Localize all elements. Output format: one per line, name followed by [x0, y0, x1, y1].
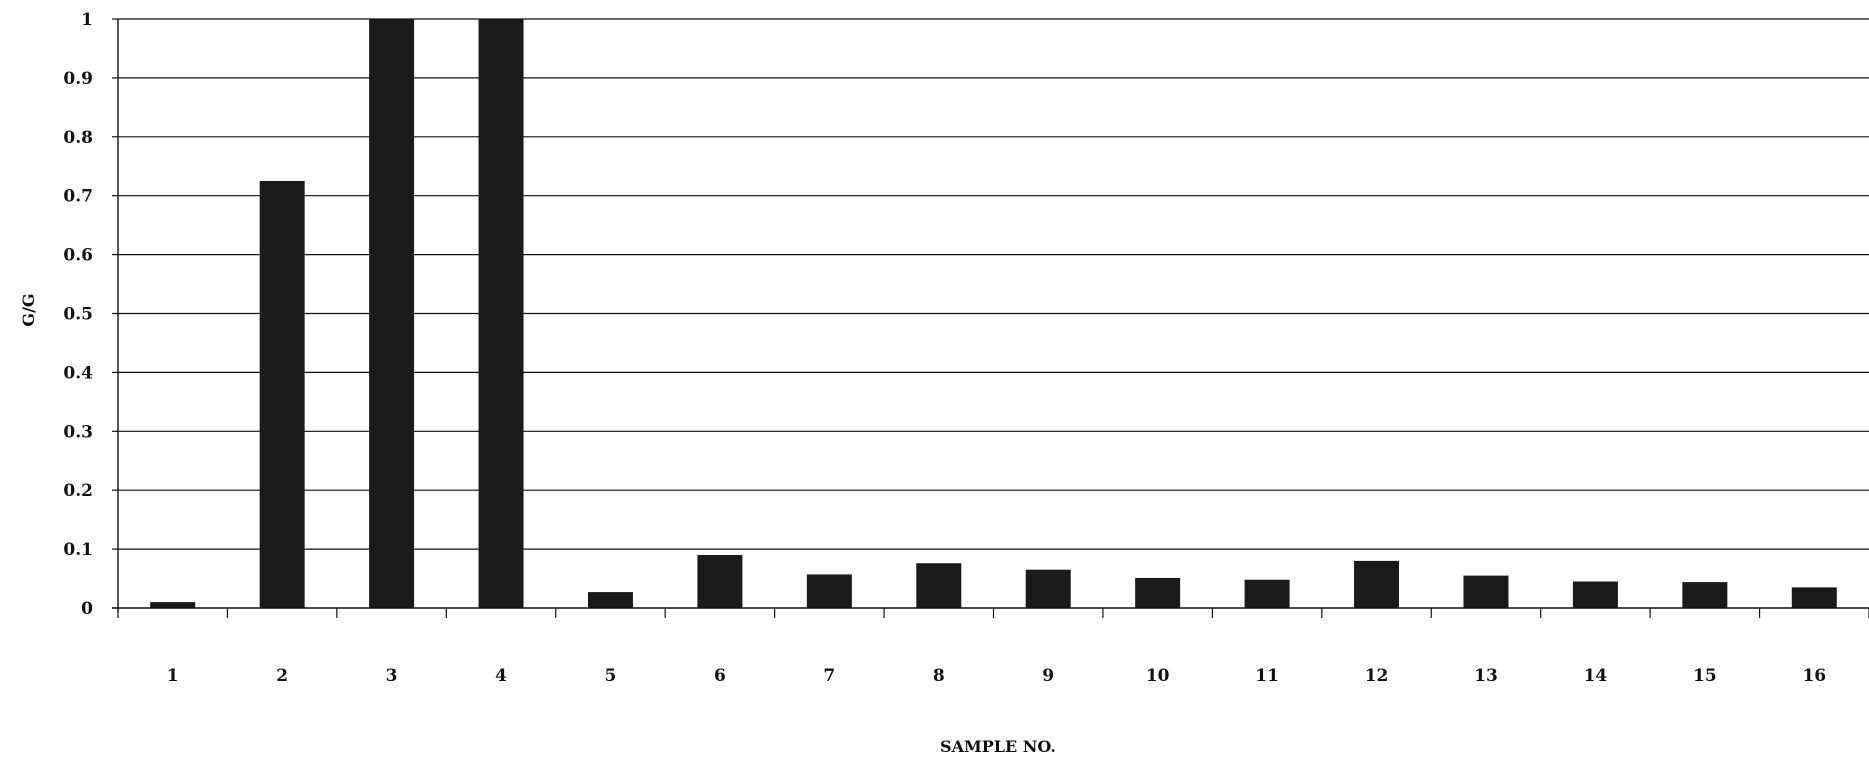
bar-sample-14: [1572, 581, 1618, 608]
bar-sample-3: [369, 19, 415, 608]
y-tick-label: 0.1: [63, 540, 93, 560]
bar-sample-16: [1791, 587, 1837, 608]
y-tick-label: 0.3: [63, 422, 93, 442]
x-tick-label: 13: [1474, 666, 1498, 686]
y-tick-label: 0.2: [63, 481, 93, 501]
x-tick-label: 8: [933, 666, 945, 686]
bar-sample-13: [1463, 575, 1509, 608]
x-tick-label: 7: [823, 666, 835, 686]
x-tick-label: 15: [1693, 666, 1717, 686]
y-tick-label: 0.5: [63, 305, 93, 325]
x-tick-label: 2: [276, 666, 288, 686]
x-tick-label: 9: [1042, 666, 1054, 686]
bar-sample-7: [806, 574, 852, 608]
x-tick-label: 6: [714, 666, 726, 686]
bar-sample-1: [150, 602, 196, 608]
y-tick-label: 0.8: [63, 128, 93, 148]
x-tick-label: 12: [1365, 666, 1389, 686]
bar-sample-4: [478, 19, 524, 608]
y-tick-label: 0: [81, 599, 93, 619]
bar-sample-11: [1244, 579, 1290, 608]
x-tick-label: 1: [167, 666, 179, 686]
bar-sample-9: [1025, 569, 1071, 608]
bar-sample-6: [697, 554, 743, 608]
bar-sample-5: [587, 592, 633, 608]
bar-sample-12: [1354, 560, 1400, 608]
x-tick-label: 5: [605, 666, 617, 686]
x-tick-label: 3: [386, 666, 398, 686]
bar-sample-10: [1135, 577, 1181, 608]
bar-sample-15: [1682, 582, 1728, 608]
axes: [112, 18, 1869, 618]
tick-labels: 00.10.20.30.40.50.60.70.80.911 2 3 4 5 6 7 8 9 10…: [63, 10, 1826, 686]
y-tick-label: 0.4: [63, 363, 93, 383]
bar-sample-2: [259, 180, 305, 608]
x-tick-label: 4: [495, 666, 507, 686]
x-tick-label: 10: [1146, 666, 1170, 686]
x-tick-label: 16: [1802, 666, 1826, 686]
x-tick-label: 11: [1255, 666, 1279, 686]
bar-sample-8: [916, 563, 962, 608]
y-axis-title: G/G: [19, 293, 38, 326]
x-axis-title: SAMPLE NO.: [940, 737, 1056, 756]
y-tick-label: 0.9: [63, 69, 93, 89]
y-tick-label: 1: [81, 10, 93, 30]
y-tick-label: 0.6: [63, 246, 93, 266]
y-tick-label: 0.7: [63, 187, 93, 207]
x-tick-label: 14: [1584, 666, 1608, 686]
bars: [150, 19, 1837, 608]
